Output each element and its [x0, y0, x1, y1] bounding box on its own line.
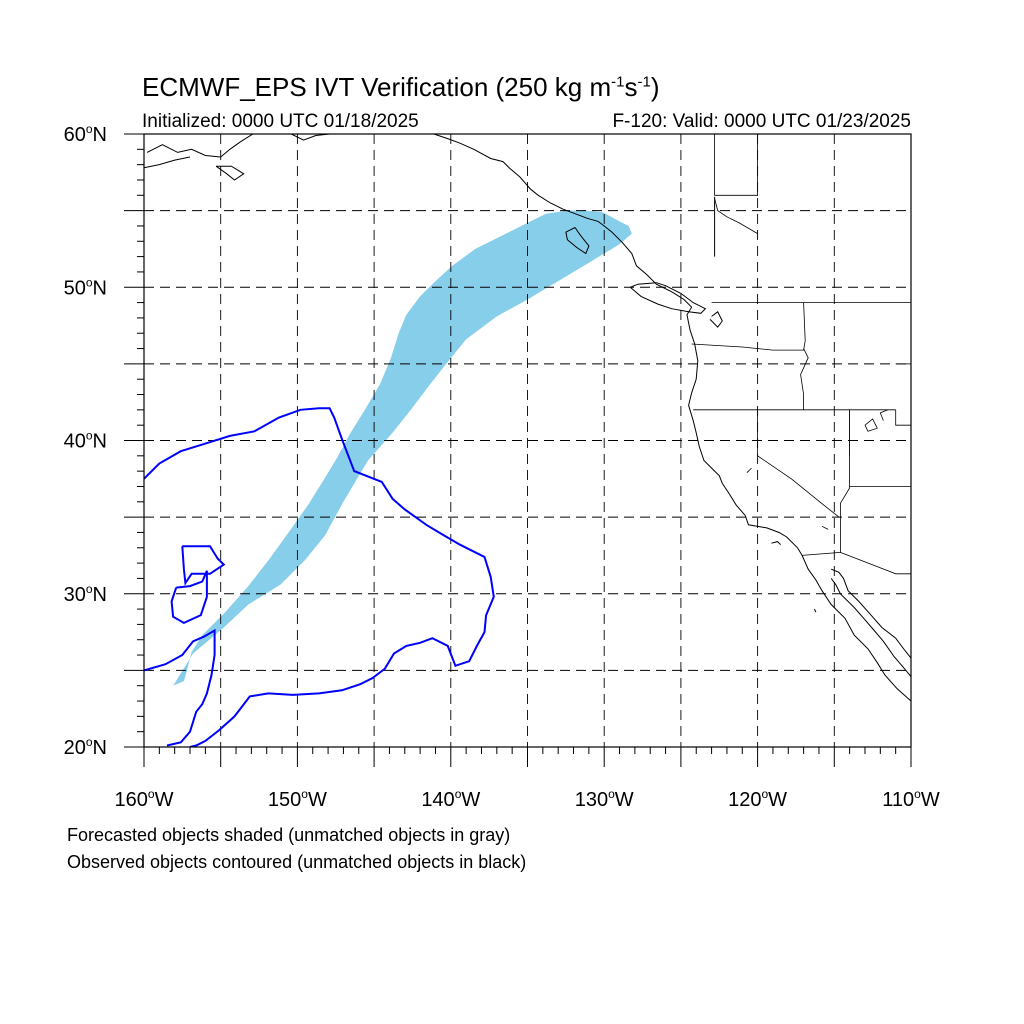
state-border: [714, 134, 758, 196]
state-border: [714, 198, 758, 234]
lat-label: 50oN: [64, 275, 107, 299]
coastline: [146, 134, 254, 158]
lat-label: 20oN: [64, 735, 107, 759]
lon-label: 130oW: [575, 787, 634, 811]
init-time-label: Initialized: 0000 UTC 01/18/2025: [142, 111, 419, 132]
valid-time-label: F-120: Valid: 0000 UTC 01/23/2025: [612, 111, 911, 132]
coastline: [565, 227, 590, 255]
observed-ivt-contour: [181, 545, 226, 586]
lat-label: 60oN: [64, 122, 107, 146]
map-frame: [143, 133, 912, 748]
coastline: [215, 165, 245, 181]
state-border: [864, 418, 878, 432]
lat-label: 40oN: [64, 429, 107, 453]
forecast-ivt-object: [173, 210, 632, 686]
state-border: [879, 409, 889, 421]
observed-ivt-contour: [144, 628, 216, 747]
state-border: [691, 302, 806, 351]
state-border: [757, 409, 840, 518]
lat-label: 30oN: [64, 582, 107, 606]
state-border: [840, 409, 850, 518]
state-border: [840, 552, 911, 575]
coastline: [433, 134, 911, 702]
coastline: [831, 568, 911, 659]
state-border: [895, 409, 911, 426]
title-mid: s: [624, 72, 638, 102]
state-border: [800, 348, 809, 410]
observed-ivt-contour: [170, 570, 208, 625]
title-main: ECMWF_EPS IVT Verification (250 kg m: [142, 72, 612, 102]
chart-title: ECMWF_EPS IVT Verification (250 kg m-1s-…: [142, 72, 659, 103]
lon-label: 150oW: [268, 787, 327, 811]
lon-label: 140oW: [421, 787, 480, 811]
coastline: [144, 156, 191, 169]
state-border: [821, 525, 829, 530]
lon-label: 160oW: [115, 787, 174, 811]
observed-note: Observed objects contoured (unmatched ob…: [67, 852, 527, 872]
title-close: ): [650, 72, 660, 102]
coastline: [709, 311, 723, 328]
coastline: [830, 578, 911, 677]
forecast-note: Forecasted objects shaded (unmatched obj…: [67, 825, 511, 845]
title-exp-2: -1: [637, 73, 651, 91]
coastline: [813, 608, 817, 613]
title-exp-1: -1: [611, 73, 625, 91]
state-border: [746, 467, 752, 473]
lon-label: 110oW: [882, 787, 940, 811]
lon-label: 120oW: [728, 787, 787, 811]
observed-ivt-contour: [144, 407, 495, 747]
coastline: [771, 541, 781, 546]
